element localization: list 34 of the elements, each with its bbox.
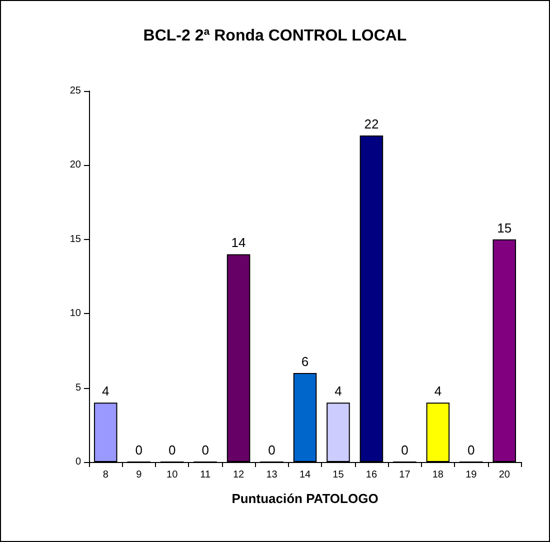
data-label: 0 <box>268 442 276 458</box>
data-label: 14 <box>231 235 246 250</box>
x-tick-label: 14 <box>299 470 311 480</box>
data-label: 4 <box>334 384 342 399</box>
x-tick-label: 11 <box>200 470 211 480</box>
data-label: 22 <box>364 116 379 132</box>
data-label: 4 <box>434 384 442 399</box>
data-label: 6 <box>301 354 309 369</box>
data-label: 4 <box>102 384 110 399</box>
chart-title: BCL-2 2ª Ronda CONTROL LOCAL <box>143 28 407 44</box>
x-tick-label: 10 <box>166 470 178 480</box>
y-tick-label: 0 <box>75 456 82 468</box>
x-tick-label: 18 <box>432 470 444 480</box>
y-tick-label: 5 <box>75 382 82 394</box>
y-tick-label: 20 <box>70 160 82 171</box>
x-axis-title: Puntuación PATOLOGO <box>232 491 378 506</box>
data-label: 0 <box>401 442 408 458</box>
x-tick-label: 13 <box>266 470 278 480</box>
data-label: 0 <box>468 442 475 458</box>
x-tick-label: 17 <box>399 470 411 480</box>
y-tick-label: 15 <box>70 234 82 245</box>
data-label: 0 <box>168 442 176 458</box>
x-tick-label: 15 <box>332 470 344 480</box>
x-tick-label: 8 <box>102 470 109 480</box>
data-label: 0 <box>135 442 142 458</box>
x-tick-label: 12 <box>232 470 245 480</box>
y-tick-label: 25 <box>70 86 82 96</box>
x-tick-label: 20 <box>498 470 510 480</box>
x-tick-label: 9 <box>136 470 142 480</box>
x-tick-label: 19 <box>466 470 478 480</box>
x-tick-label: 16 <box>366 470 378 480</box>
y-tick-label: 10 <box>70 308 82 320</box>
data-label: 15 <box>497 220 512 236</box>
data-label: 0 <box>202 442 209 458</box>
